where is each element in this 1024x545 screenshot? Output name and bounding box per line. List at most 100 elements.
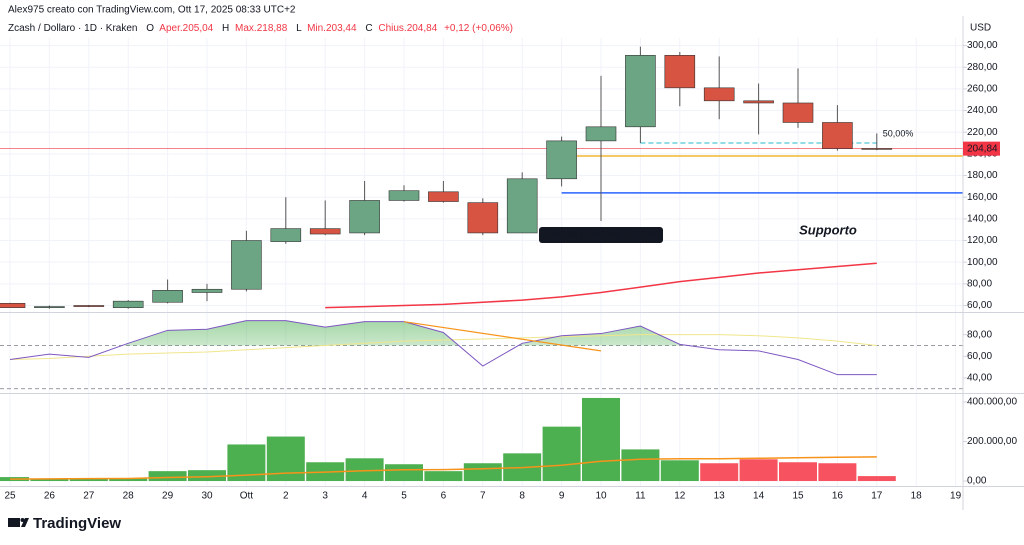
candle-body (546, 140, 577, 180)
legend-value: Max.218,88 (235, 23, 288, 34)
x-tick-label: 28 (123, 491, 135, 502)
header: Zcash / Dollaro · 1D · Kraken O Aper.205… (8, 23, 513, 34)
y-tick-label: 0,00 (967, 476, 987, 487)
x-tick-label: 25 (4, 491, 16, 502)
candle-body (861, 148, 893, 150)
logo-icon (20, 518, 25, 522)
moving-average (325, 262, 877, 309)
candle-body (467, 202, 499, 234)
x-tick-label: 5 (401, 491, 407, 502)
axis-unit: USD (970, 23, 991, 34)
y-tick-label: 60,00 (967, 300, 992, 311)
candle-body (34, 306, 65, 308)
y-tick-label: 220,00 (967, 127, 998, 138)
y-tick-label: 100,00 (967, 257, 998, 268)
volume-bar (700, 463, 739, 482)
x-tick-label: 6 (441, 491, 447, 502)
y-tick-label: 60,00 (967, 351, 992, 362)
measure-box (539, 227, 663, 243)
x-tick-label: 9 (559, 491, 565, 502)
symbol-title: Zcash / Dollaro · 1D · Kraken (8, 23, 138, 34)
candle-body (782, 102, 814, 123)
candle-body (73, 305, 105, 307)
candle-body (270, 228, 302, 242)
legend-value: Chius.204,84 (378, 23, 437, 34)
rsi-line (9, 334, 877, 361)
legend-value: Aper.205,04 (159, 23, 213, 34)
volume-bar (188, 470, 226, 482)
y-tick-label: 80,00 (967, 278, 992, 289)
measure-label: −132,98 (−48,71%) −13.298 (545, 229, 657, 239)
trendline (403, 321, 602, 352)
candle-body (0, 303, 26, 308)
volume-bar (463, 463, 502, 482)
line-label: Supporto (799, 222, 857, 237)
x-tick-label: 26 (44, 491, 56, 502)
volume-bar (30, 478, 69, 482)
volume-bar (739, 459, 778, 482)
y-tick-label: 180,00 (967, 170, 998, 181)
x-tick-label: 29 (162, 491, 174, 502)
x-tick-label: 8 (519, 491, 525, 502)
x-tick-label: 15 (792, 491, 804, 502)
x-tick-label: 10 (595, 491, 607, 502)
legend-key: C (365, 23, 372, 34)
pane: Supporto 50,00% (0, 46, 963, 309)
x-tick-label: 2 (283, 491, 289, 502)
candle-body (349, 200, 380, 234)
legend-value: Min.203,44 (307, 23, 357, 34)
volume-bar (385, 464, 423, 482)
candle-body (231, 240, 262, 290)
overbought-fill (122, 320, 688, 346)
volume-bar (660, 460, 699, 482)
volume-bar (542, 426, 581, 482)
candle-body (585, 126, 617, 142)
x-tick-label: 4 (362, 491, 368, 502)
attribution: Alex975 creato con TradingView.com, Ott … (8, 5, 296, 16)
candle-body (191, 288, 223, 293)
y-tick-label: 160,00 (967, 192, 998, 203)
y-tick-label: 80,00 (967, 329, 992, 340)
y-tick-label: 240,00 (967, 105, 998, 116)
y-tick-label: 280,00 (967, 62, 998, 73)
candle-body (703, 87, 735, 102)
x-tick-label: 18 (911, 491, 923, 502)
volume-bar (148, 471, 187, 482)
change: +0,12 (+0,06%) (444, 23, 513, 34)
plot: Supporto 50,00% (0, 46, 963, 482)
y-tick-label: 120,00 (967, 235, 998, 246)
volume-bar (857, 476, 896, 482)
candle-body (152, 290, 183, 303)
logo-text: TradingView (33, 515, 121, 532)
candle-body (309, 228, 341, 235)
rsi-line (9, 320, 877, 376)
candle-body (112, 300, 144, 308)
y-tick-label: 40,00 (967, 373, 992, 384)
x-tick-label: 14 (753, 491, 765, 502)
x-tick-label: 3 (322, 491, 328, 502)
legend-key: H (222, 23, 229, 34)
candle-body (625, 55, 656, 128)
x-tick-label: 12 (674, 491, 686, 502)
candle-body (428, 191, 459, 202)
pane (0, 397, 896, 482)
logo-icon (8, 518, 20, 527)
x-tick-label: 7 (480, 491, 486, 502)
y-tick-label: 300,00 (967, 40, 998, 51)
x-tick-label: 27 (83, 491, 95, 502)
x-tick-label: 30 (201, 491, 213, 502)
volume-bar (818, 463, 857, 482)
volume-bar (424, 471, 463, 482)
logo-icon (21, 518, 29, 527)
candle-body (822, 122, 853, 149)
legend-key: O (146, 23, 154, 34)
x-tick-label: 19 (950, 491, 962, 502)
volume-bar (582, 397, 620, 482)
volume-bar (779, 462, 817, 482)
x-tick-label: 17 (871, 491, 883, 502)
pane (0, 320, 963, 390)
volume-bar (621, 449, 660, 482)
last-price-box (963, 141, 1000, 156)
